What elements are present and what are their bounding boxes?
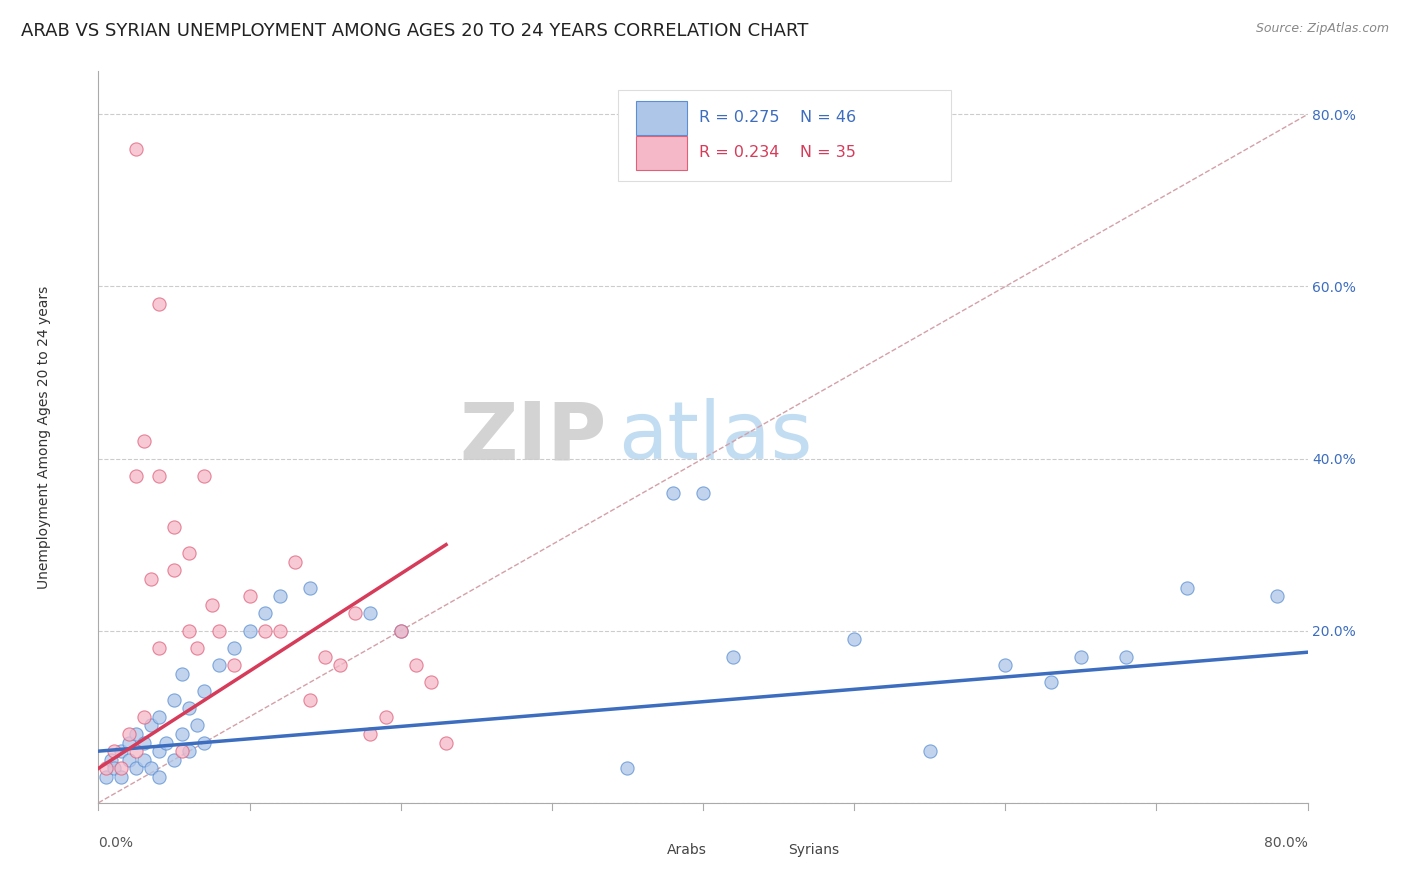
Point: [110, 744, 132, 758]
Point: [186, 640, 208, 655]
Text: 80.0%: 80.0%: [1264, 836, 1308, 850]
Point: [179, 701, 201, 715]
Point: [186, 718, 208, 732]
Point: [1267, 589, 1289, 603]
Point: [132, 434, 155, 449]
Point: [179, 546, 201, 560]
Point: [1175, 581, 1198, 595]
Text: ZIP: ZIP: [458, 398, 606, 476]
Point: [299, 581, 322, 595]
Point: [103, 761, 125, 775]
Point: [994, 658, 1017, 673]
Point: [170, 744, 193, 758]
Point: [110, 770, 132, 784]
Text: Syrians: Syrians: [787, 843, 839, 857]
Point: [269, 624, 291, 638]
Point: [918, 744, 941, 758]
Point: [110, 761, 132, 775]
Text: Source: ZipAtlas.com: Source: ZipAtlas.com: [1256, 22, 1389, 36]
Point: [148, 468, 170, 483]
Point: [253, 624, 276, 638]
Text: 0.0%: 0.0%: [98, 836, 134, 850]
Point: [118, 727, 141, 741]
Point: [141, 572, 163, 586]
FancyBboxPatch shape: [637, 102, 688, 135]
Point: [125, 727, 148, 741]
FancyBboxPatch shape: [621, 839, 664, 861]
Point: [103, 744, 125, 758]
Point: [1115, 649, 1137, 664]
Point: [405, 658, 427, 673]
Point: [193, 735, 215, 749]
Point: [374, 710, 396, 724]
Point: [125, 142, 148, 156]
Point: [125, 744, 148, 758]
Point: [360, 607, 382, 621]
Point: [193, 684, 215, 698]
Text: R = 0.234    N = 35: R = 0.234 N = 35: [699, 145, 856, 160]
Point: [201, 598, 224, 612]
Point: [163, 753, 186, 767]
Text: ARAB VS SYRIAN UNEMPLOYMENT AMONG AGES 20 TO 24 YEARS CORRELATION CHART: ARAB VS SYRIAN UNEMPLOYMENT AMONG AGES 2…: [21, 22, 808, 40]
FancyBboxPatch shape: [619, 90, 950, 181]
Point: [299, 692, 322, 706]
Point: [100, 753, 122, 767]
Point: [94, 770, 117, 784]
Point: [253, 607, 276, 621]
Point: [148, 296, 170, 310]
Point: [118, 735, 141, 749]
Point: [141, 718, 163, 732]
Point: [125, 761, 148, 775]
FancyBboxPatch shape: [637, 136, 688, 170]
Point: [224, 658, 246, 673]
Point: [1070, 649, 1092, 664]
Point: [170, 666, 193, 681]
Point: [239, 589, 262, 603]
Point: [132, 735, 155, 749]
Point: [155, 735, 177, 749]
Point: [344, 607, 367, 621]
Point: [269, 589, 291, 603]
Point: [118, 753, 141, 767]
Point: [148, 710, 170, 724]
Point: [692, 486, 714, 500]
Point: [420, 675, 443, 690]
Point: [723, 649, 745, 664]
FancyBboxPatch shape: [742, 839, 785, 861]
Point: [193, 468, 215, 483]
Point: [170, 727, 193, 741]
Point: [434, 735, 457, 749]
Point: [314, 649, 336, 664]
Point: [360, 727, 382, 741]
Point: [148, 640, 170, 655]
Point: [132, 710, 155, 724]
Point: [125, 468, 148, 483]
Point: [179, 624, 201, 638]
Point: [329, 658, 352, 673]
Point: [208, 658, 231, 673]
Text: Arabs: Arabs: [666, 843, 707, 857]
Point: [163, 692, 186, 706]
Point: [224, 640, 246, 655]
Point: [616, 761, 638, 775]
Text: R = 0.275    N = 46: R = 0.275 N = 46: [699, 110, 856, 125]
Point: [284, 555, 307, 569]
Point: [148, 744, 170, 758]
Point: [661, 486, 683, 500]
Point: [163, 520, 186, 534]
Point: [179, 744, 201, 758]
Point: [844, 632, 866, 647]
Point: [208, 624, 231, 638]
Point: [389, 624, 412, 638]
Text: atlas: atlas: [619, 398, 813, 476]
Point: [132, 753, 155, 767]
Point: [94, 761, 117, 775]
Point: [163, 564, 186, 578]
Point: [239, 624, 262, 638]
Point: [1039, 675, 1062, 690]
Text: Unemployment Among Ages 20 to 24 years: Unemployment Among Ages 20 to 24 years: [37, 285, 51, 589]
Point: [148, 770, 170, 784]
Point: [141, 761, 163, 775]
Point: [389, 624, 412, 638]
